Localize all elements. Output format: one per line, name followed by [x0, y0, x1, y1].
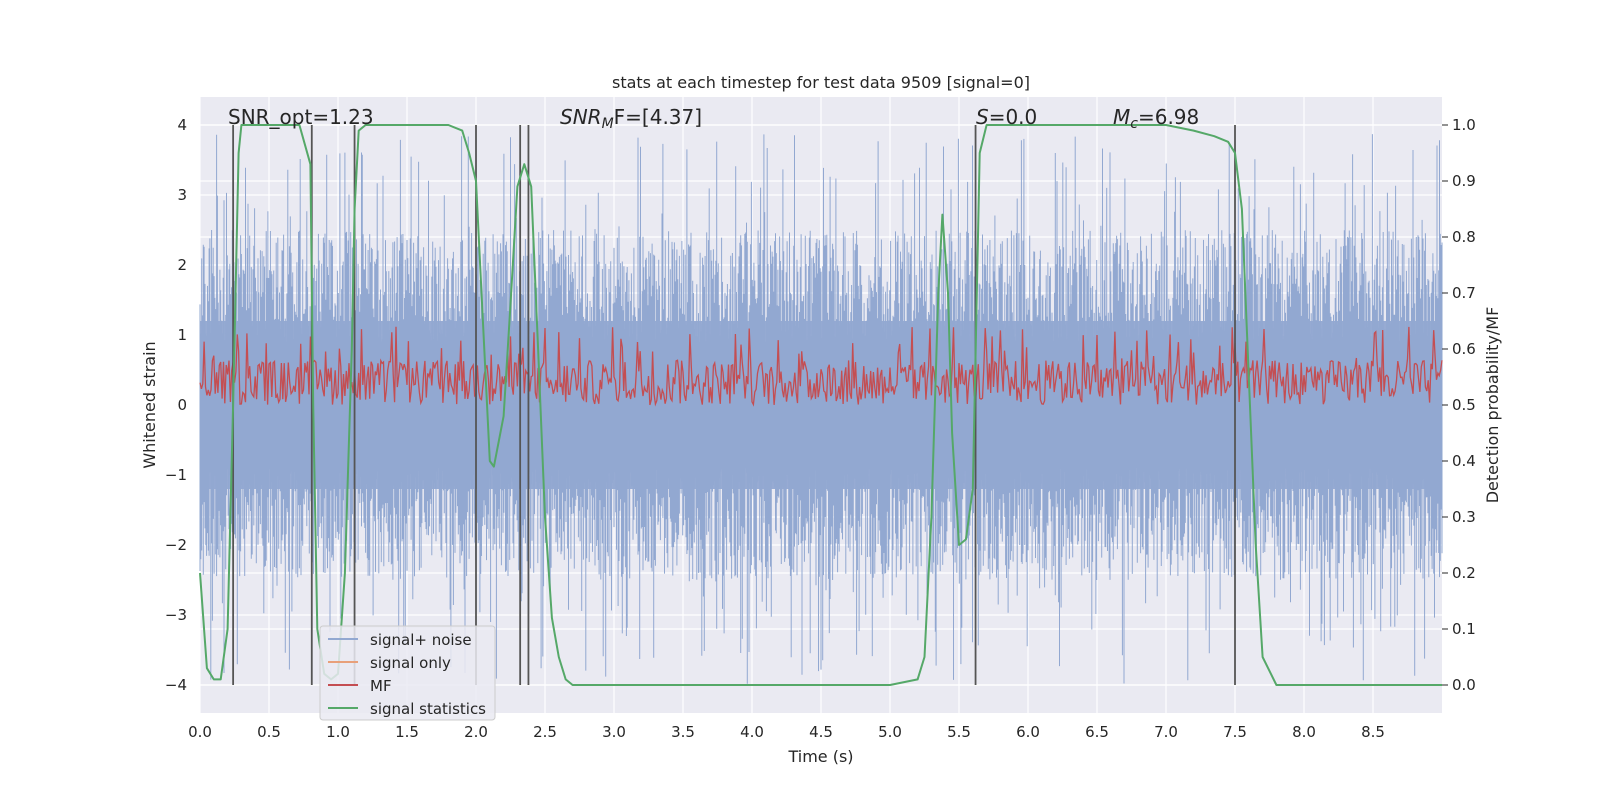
y-tick-label-right: 0.8	[1452, 228, 1476, 246]
x-tick-label: 8.5	[1361, 723, 1385, 741]
snr-mf-main: SNR	[560, 105, 602, 129]
legend-label-mf: MF	[370, 677, 392, 695]
y-tick-label-left: 0	[177, 396, 187, 414]
x-tick-label: 5.5	[947, 723, 971, 741]
axis-ticks: 0.0 0.5 1.0 1.5 2.0 2.5 3.0 3.5 4.0 4.5 5.0 5.5 6.0 6…	[165, 116, 1476, 741]
x-tick-label: 8.0	[1292, 723, 1316, 741]
x-tick-label: 1.5	[395, 723, 419, 741]
x-tick-label: 0.0	[188, 723, 212, 741]
y-tick-label-right: 0.1	[1452, 620, 1476, 638]
snr-mf-sub: M	[602, 116, 614, 132]
x-tick-label: 5.0	[878, 723, 902, 741]
y-tick-label-left: 1	[177, 326, 187, 344]
x-tick-label: 2.0	[464, 723, 488, 741]
x-tick-label: 4.5	[809, 723, 833, 741]
y-tick-label-left: −1	[165, 466, 187, 484]
mc-sub: c	[1130, 116, 1138, 132]
legend-label-signal-statistics: signal statistics	[370, 700, 486, 718]
y-tick-label-right: 0.2	[1452, 564, 1476, 582]
x-axis-label: Time (s)	[787, 747, 853, 766]
x-tick-label: 3.5	[671, 723, 695, 741]
x-tick-label: 2.5	[533, 723, 557, 741]
y-tick-label-right: 0.3	[1452, 508, 1476, 526]
legend-label-signal-only: signal only	[370, 654, 451, 672]
legend: signal+ noise signal only MF signal stat…	[319, 625, 496, 721]
x-tick-label: 6.0	[1016, 723, 1040, 741]
mc-main: M	[1113, 105, 1130, 129]
snr-mf-rest: F=[4.37]	[614, 105, 702, 129]
y-tick-label-right: 1.0	[1452, 116, 1476, 134]
y-tick-label-right: 0.4	[1452, 452, 1476, 470]
s-annotation: S=0.0	[976, 105, 1037, 129]
y-tick-label-left: −2	[165, 536, 187, 554]
y-tick-label-left: 4	[177, 116, 187, 134]
legend-box	[319, 625, 496, 721]
x-tick-label: 4.0	[740, 723, 764, 741]
mc-annotation: Mc=6.98	[1113, 105, 1199, 132]
y-axis-label-right: Detection probability/MF	[1483, 307, 1502, 504]
x-tick-label: 6.5	[1085, 723, 1109, 741]
y-tick-label-left: 3	[177, 186, 187, 204]
snr-opt-annotation: SNR_opt=1.23	[228, 105, 374, 129]
y-tick-label-right: 0.5	[1452, 396, 1476, 414]
y-tick-label-left: 2	[177, 256, 187, 274]
x-tick-label: 7.5	[1223, 723, 1247, 741]
x-tick-label: 1.0	[326, 723, 350, 741]
signal-statistics-series	[199, 124, 1442, 686]
y-tick-label-left: −3	[165, 606, 187, 624]
x-tick-label: 7.0	[1154, 723, 1178, 741]
y-tick-label-right: 0.9	[1452, 172, 1476, 190]
chart-title: stats at each timestep for test data 950…	[612, 73, 1030, 92]
x-tick-label: 3.0	[602, 723, 626, 741]
mc-rest: =6.98	[1138, 105, 1199, 129]
x-tick-label: 0.5	[257, 723, 281, 741]
y-axis-label-left: Whitened strain	[140, 341, 159, 468]
legend-label-signal-noise: signal+ noise	[370, 631, 472, 649]
y-tick-label-left: −4	[165, 676, 187, 694]
s-main: S	[976, 105, 989, 129]
y-tick-label-right: 0.6	[1452, 340, 1476, 358]
y-tick-label-right: 0.0	[1452, 676, 1476, 694]
snr-mf-annotation: SNRMF=[4.37]	[560, 105, 702, 132]
signal-statistics-line	[199, 124, 1442, 686]
y-tick-label-right: 0.7	[1452, 284, 1476, 302]
s-rest: =0.0	[989, 105, 1038, 129]
